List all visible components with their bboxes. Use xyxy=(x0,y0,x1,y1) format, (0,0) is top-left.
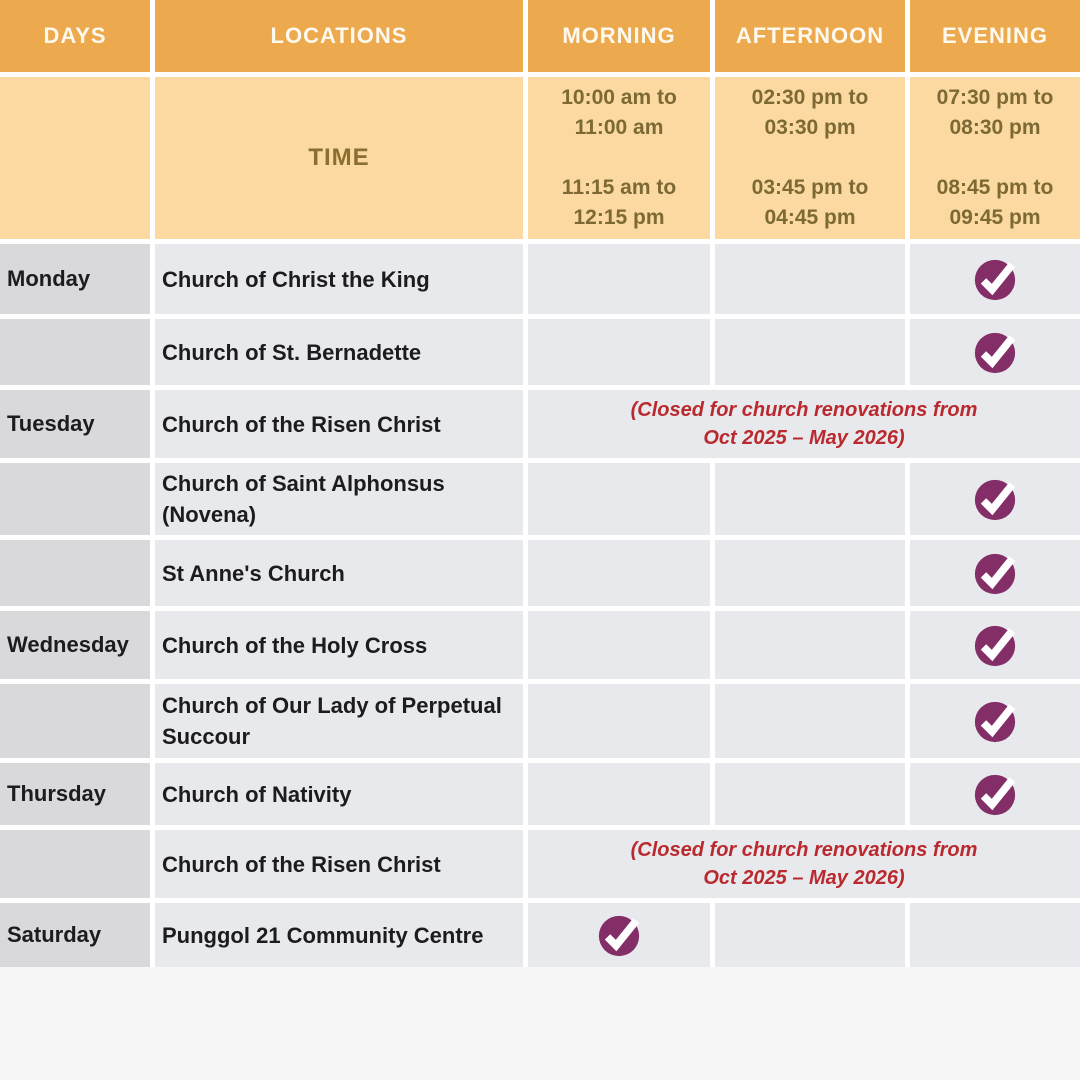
schedule-row: Church of Saint Alphonsus (Novena) xyxy=(0,463,1080,535)
evening-cell xyxy=(910,540,1080,606)
location-cell: Church of Our Lady of Perpetual Succour xyxy=(155,684,523,758)
schedule-row: St Anne's Church xyxy=(0,540,1080,606)
morning-cell xyxy=(528,319,710,385)
schedule-row: Saturday Punggol 21 Community Centre xyxy=(0,903,1080,967)
day-cell xyxy=(0,540,150,606)
check-circle-icon xyxy=(972,771,1018,817)
morning-cell xyxy=(528,684,710,758)
location-cell: Church of the Risen Christ xyxy=(155,390,523,458)
schedule-row: Church of the Risen Christ (Closed for ch… xyxy=(0,830,1080,898)
afternoon-cell xyxy=(715,244,905,314)
day-cell xyxy=(0,463,150,535)
location-cell: Church of Christ the King xyxy=(155,244,523,314)
location-cell: Church of Nativity xyxy=(155,763,523,825)
schedule-row: Tuesday Church of the Risen Christ (Closed… xyxy=(0,390,1080,458)
mass-schedule-table: DAYS LOCATIONS MORNING AFTERNOON EVENING… xyxy=(0,0,1080,967)
table-header-row: DAYS LOCATIONS MORNING AFTERNOON EVENING xyxy=(0,0,1080,72)
check-circle-icon xyxy=(596,912,642,958)
check-circle-icon xyxy=(972,476,1018,522)
check-circle-icon xyxy=(972,698,1018,744)
closed-note-cell: (Closed for church renovations from Oct … xyxy=(528,390,1080,458)
location-cell: Church of the Risen Christ xyxy=(155,830,523,898)
afternoon-cell xyxy=(715,611,905,679)
day-cell: Thursday xyxy=(0,763,150,825)
morning-cell xyxy=(528,903,710,967)
check-circle-icon xyxy=(972,256,1018,302)
schedule-row: Wednesday Church of the Holy Cross xyxy=(0,611,1080,679)
schedule-row: Monday Church of Christ the King xyxy=(0,244,1080,314)
time-evening-slots: 07:30 pm to 08:30 pm 08:45 pm to 09:45 p… xyxy=(910,77,1080,239)
evening-cell xyxy=(910,763,1080,825)
day-cell: Monday xyxy=(0,244,150,314)
time-label: TIME xyxy=(155,77,523,239)
check-circle-icon xyxy=(972,550,1018,596)
afternoon-cell xyxy=(715,903,905,967)
day-cell xyxy=(0,830,150,898)
location-cell: Church of Saint Alphonsus (Novena) xyxy=(155,463,523,535)
location-cell: Church of the Holy Cross xyxy=(155,611,523,679)
morning-cell xyxy=(528,763,710,825)
header-morning: MORNING xyxy=(528,0,710,72)
location-cell: St Anne's Church xyxy=(155,540,523,606)
check-circle-icon xyxy=(972,329,1018,375)
location-cell: Church of St. Bernadette xyxy=(155,319,523,385)
morning-cell xyxy=(528,540,710,606)
afternoon-cell xyxy=(715,540,905,606)
header-locations: LOCATIONS xyxy=(155,0,523,72)
header-days: DAYS xyxy=(0,0,150,72)
evening-cell xyxy=(910,684,1080,758)
evening-cell xyxy=(910,463,1080,535)
evening-cell xyxy=(910,319,1080,385)
day-cell: Tuesday xyxy=(0,390,150,458)
day-cell xyxy=(0,319,150,385)
location-cell: Punggol 21 Community Centre xyxy=(155,903,523,967)
schedule-row: Church of Our Lady of Perpetual Succour xyxy=(0,684,1080,758)
day-cell xyxy=(0,684,150,758)
evening-cell xyxy=(910,611,1080,679)
afternoon-cell xyxy=(715,684,905,758)
check-circle-icon xyxy=(972,622,1018,668)
schedule-rows: Monday Church of Christ the King Church of… xyxy=(0,244,1080,967)
schedule-row: Church of St. Bernadette xyxy=(0,319,1080,385)
afternoon-cell xyxy=(715,319,905,385)
afternoon-cell xyxy=(715,763,905,825)
morning-cell xyxy=(528,611,710,679)
header-afternoon: AFTERNOON xyxy=(715,0,905,72)
morning-cell xyxy=(528,463,710,535)
day-cell: Saturday xyxy=(0,903,150,967)
time-afternoon-slots: 02:30 pm to 03:30 pm 03:45 pm to 04:45 p… xyxy=(715,77,905,239)
closed-note-cell: (Closed for church renovations from Oct … xyxy=(528,830,1080,898)
evening-cell xyxy=(910,244,1080,314)
schedule-row: Thursday Church of Nativity xyxy=(0,763,1080,825)
time-days-empty-cell xyxy=(0,77,150,239)
header-evening: EVENING xyxy=(910,0,1080,72)
morning-cell xyxy=(528,244,710,314)
afternoon-cell xyxy=(715,463,905,535)
day-cell: Wednesday xyxy=(0,611,150,679)
time-row: TIME 10:00 am to 11:00 am 11:15 am to 12… xyxy=(0,77,1080,239)
evening-cell xyxy=(910,903,1080,967)
time-morning-slots: 10:00 am to 11:00 am 11:15 am to 12:15 p… xyxy=(528,77,710,239)
